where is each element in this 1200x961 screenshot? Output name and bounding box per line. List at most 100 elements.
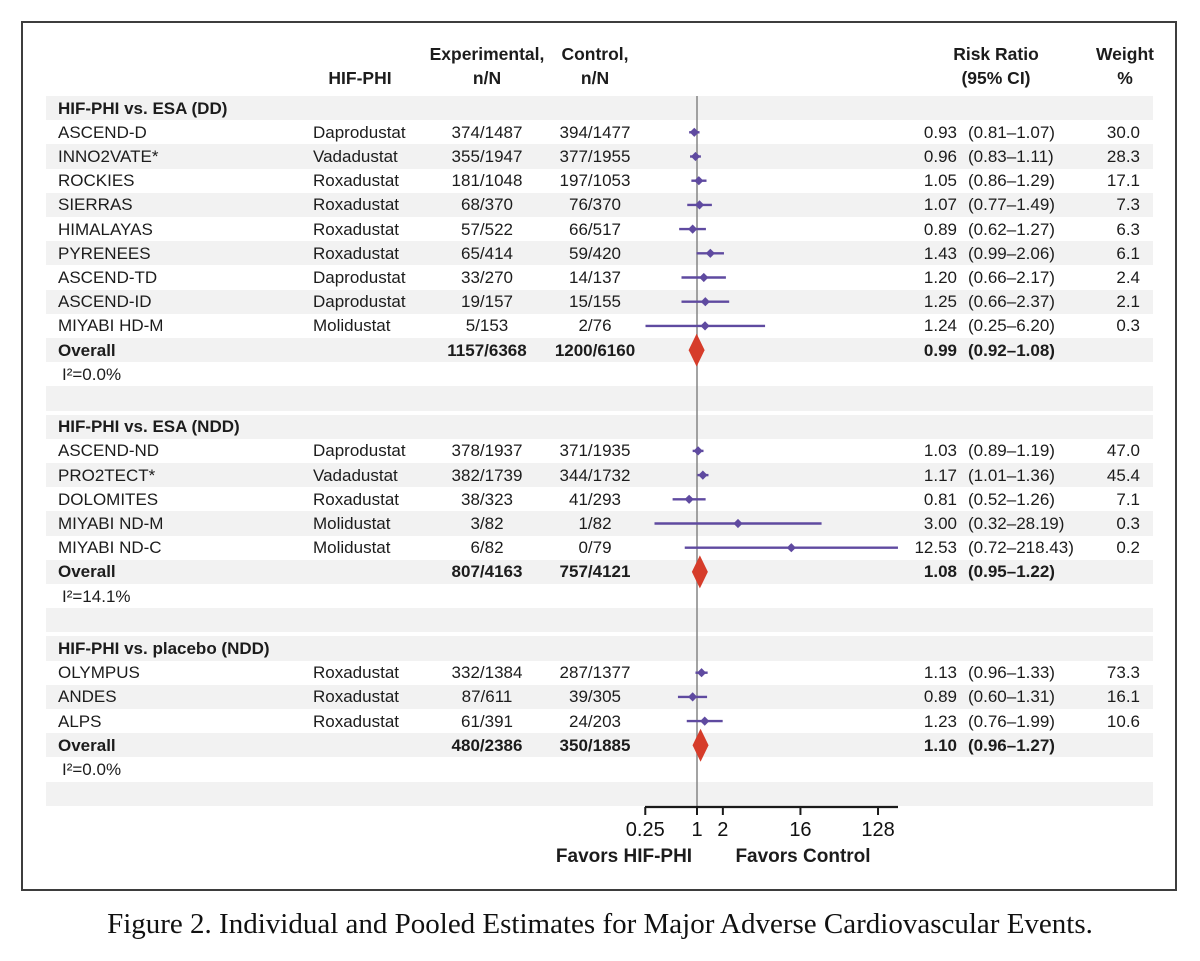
- ci-text: (0.92–1.08): [968, 340, 1055, 360]
- control-n: 1200/6160: [554, 340, 636, 360]
- control-n: 0/79: [578, 538, 612, 558]
- ci-text: (0.62–1.27): [968, 219, 1055, 239]
- ci-text: (0.81–1.07): [968, 122, 1055, 142]
- drug-name: Daprodustat: [313, 122, 406, 142]
- risk-ratio-value: 1.17: [923, 465, 957, 485]
- experimental-n: 61/391: [461, 711, 513, 731]
- study-row: OLYMPUS Roxadustat 332/1384 287/1377 1.13 (0.…: [46, 661, 1153, 685]
- risk-ratio-value: 1.05: [923, 171, 957, 191]
- drug-name: Roxadustat: [313, 489, 399, 509]
- drug-name: Roxadustat: [313, 171, 399, 191]
- i2-label: I²=0.0%: [62, 759, 122, 779]
- section-header-row: HIF-PHI vs. ESA (DD): [46, 96, 1153, 121]
- drug-name: Vadadustat: [313, 465, 398, 485]
- control-n: 287/1377: [559, 663, 631, 683]
- ci-text: (0.76–1.99): [968, 711, 1055, 731]
- drug-name: Molidustat: [313, 513, 391, 533]
- experimental-n: 65/414: [461, 243, 513, 263]
- study-name: SIERRAS: [58, 195, 133, 215]
- control-n: 66/517: [569, 219, 621, 239]
- study-name: PYRENEES: [58, 243, 151, 263]
- drug-name: Roxadustat: [313, 219, 399, 239]
- experimental-n: 3/82: [470, 513, 504, 533]
- experimental-n: 382/1739: [451, 465, 523, 485]
- control-n: 394/1477: [559, 122, 631, 142]
- figure-caption: Figure 2. Individual and Pooled Estimate…: [107, 908, 1093, 940]
- risk-ratio-value: 0.81: [923, 489, 957, 509]
- column-header-control-line2: n/N: [580, 68, 610, 89]
- ci-text: (0.99–2.06): [968, 243, 1055, 263]
- ci-text: (0.52–1.26): [968, 489, 1055, 509]
- study-row: PYRENEES Roxadustat 65/414 59/420 1.43 (0.99–…: [46, 241, 1153, 266]
- ci-text: (0.32–28.19): [968, 513, 1065, 533]
- study-name: ALPS: [58, 711, 102, 731]
- study-row: ASCEND-ID Daprodustat 19/157 15/155 1.25 (0.6…: [46, 289, 1153, 314]
- section-title: HIF-PHI vs. placebo (NDD): [58, 638, 270, 658]
- column-header-experimental-line1: Experimental,: [429, 44, 545, 65]
- experimental-n: 68/370: [461, 195, 513, 215]
- weight-value: 6.3: [1116, 219, 1140, 239]
- risk-ratio-value: 1.24: [923, 316, 957, 336]
- ci-text: (0.66–2.37): [968, 292, 1055, 312]
- study-row: PRO2TECT* Vadadustat 382/1739 344/1732 1.17 (…: [46, 463, 1153, 488]
- risk-ratio-value: 0.96: [923, 146, 957, 166]
- experimental-n: 332/1384: [451, 663, 523, 683]
- study-row: ASCEND-TD Daprodustat 33/270 14/137 1.20 (0.6…: [46, 265, 1153, 289]
- weight-value: 30.0: [1106, 122, 1140, 142]
- weight-value: 47.0: [1106, 441, 1140, 461]
- study-name: ASCEND-D: [58, 122, 147, 142]
- control-n: 757/4121: [559, 562, 631, 582]
- risk-ratio-value: 1.03: [923, 441, 957, 461]
- study-name: MIYABI HD-M: [58, 316, 164, 336]
- i2-row: I²=0.0%: [46, 757, 1153, 781]
- experimental-n: 57/522: [461, 219, 513, 239]
- experimental-n: 181/1048: [451, 171, 523, 191]
- risk-ratio-value: 1.07: [923, 195, 957, 215]
- study-name: MIYABI ND-C: [58, 538, 162, 558]
- study-row: INNO2VATE* Vadadustat 355/1947 377/1955 0.96…: [46, 144, 1153, 169]
- column-header-control-line1: Control,: [561, 44, 629, 65]
- column-header-weight-line2: %: [1117, 68, 1133, 89]
- study-row: MIYABI HD-M Molidustat 5/153 2/76 1.24 (0.25–…: [46, 314, 1153, 338]
- section-header-row: HIF-PHI vs. placebo (NDD): [46, 636, 1153, 661]
- risk-ratio-value: 1.43: [923, 243, 957, 263]
- control-n: 24/203: [569, 711, 621, 731]
- weight-value: 6.1: [1116, 243, 1140, 263]
- section-title: HIF-PHI vs. ESA (NDD): [58, 417, 240, 437]
- study-row: ROCKIES Roxadustat 181/1048 197/1053 1.05 (0.…: [46, 169, 1153, 193]
- control-n: 76/370: [569, 195, 621, 215]
- risk-ratio-value: 1.20: [923, 267, 957, 287]
- study-name: ROCKIES: [58, 171, 135, 191]
- risk-ratio-value: 1.23: [923, 711, 957, 731]
- spacer-row: [46, 386, 1153, 411]
- weight-value: 2.4: [1116, 267, 1140, 287]
- ci-text: (0.96–1.27): [968, 735, 1055, 755]
- experimental-n: 355/1947: [451, 146, 523, 166]
- overall-row: Overall 480/2386 350/1885 1.10 (0.96–1.27): [46, 733, 1153, 758]
- study-row: ASCEND-ND Daprodustat 378/1937 371/1935 1.03…: [46, 439, 1153, 463]
- ci-text: (0.72–218.43): [968, 538, 1074, 558]
- spacer-row: [46, 608, 1153, 633]
- study-name: ASCEND-TD: [58, 267, 158, 287]
- drug-name: Daprodustat: [313, 441, 406, 461]
- drug-name: Molidustat: [313, 316, 391, 336]
- column-header-hifphi: HIF-PHI: [328, 68, 392, 89]
- drug-name: Daprodustat: [313, 267, 406, 287]
- experimental-n: 38/323: [461, 489, 513, 509]
- study-name: MIYABI ND-M: [58, 513, 164, 533]
- column-header-experimental-line2: n/N: [472, 68, 502, 89]
- risk-ratio-value: 3.00: [923, 513, 957, 533]
- drug-name: Roxadustat: [313, 663, 399, 683]
- weight-value: 7.1: [1116, 489, 1140, 509]
- weight-value: 17.1: [1106, 171, 1140, 191]
- risk-ratio-value: 1.08: [923, 562, 957, 582]
- control-n: 350/1885: [559, 735, 631, 755]
- ci-text: (0.95–1.22): [968, 562, 1055, 582]
- weight-value: 73.3: [1106, 663, 1140, 683]
- experimental-n: 5/153: [465, 316, 509, 336]
- column-header-weight-line1: Weight: [1095, 44, 1154, 65]
- study-row: HIMALAYAS Roxadustat 57/522 66/517 0.89 (0.62…: [46, 217, 1153, 241]
- i2-label: I²=14.1%: [62, 586, 131, 606]
- i2-row: I²=0.0%: [46, 362, 1153, 386]
